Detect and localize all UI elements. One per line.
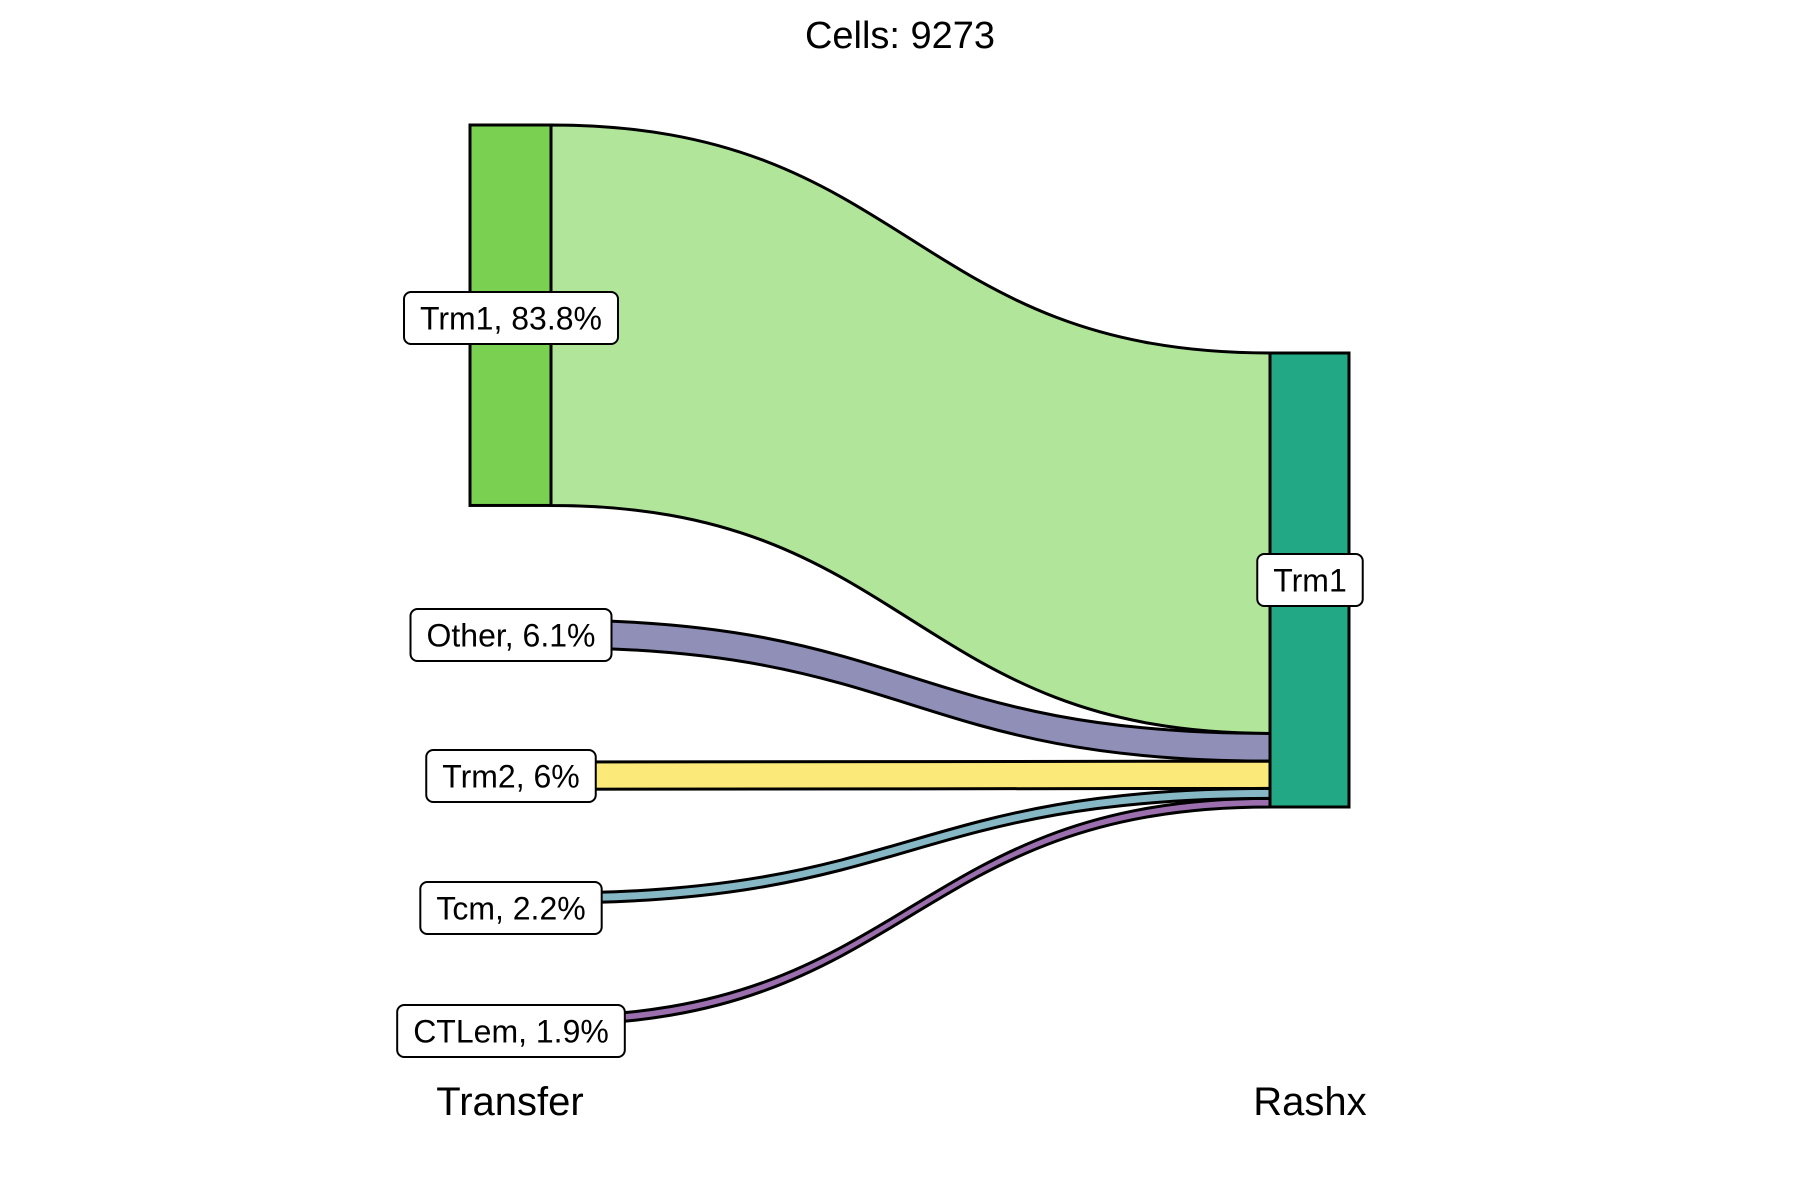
label-other-box [409,608,613,662]
label-ctlem: CTLem, 1.9% [396,1004,626,1058]
label-trm2-text: Trm2, 6% [442,759,580,795]
label-trm2-box [425,749,597,803]
labels: Trm1, 83.8% Other, 6.1% Trm2, 6% Tcm, 2.2% C… [396,291,1364,1058]
label-right-trm1: Trm1 [1256,553,1364,607]
label-trm1-text: Trm1, 83.8% [420,301,602,337]
label-other: Other, 6.1% [409,608,613,662]
axis-label-rashx: Rashx [1253,1080,1366,1124]
label-tcm: Tcm, 2.2% [419,881,603,935]
label-right-trm1-box [1256,553,1364,607]
label-ctlem-text: CTLem, 1.9% [413,1014,609,1050]
label-ctlem-box [396,1004,626,1058]
axis-label-transfer: Transfer [436,1080,583,1124]
chart-title: Cells: 9273 [805,15,995,57]
label-right-trm1-text: Trm1 [1273,563,1346,599]
label-tcm-box [419,881,603,935]
flow-trm2-to-trm1 [549,759,1272,791]
flows [549,123,1272,1027]
label-tcm-text: Tcm, 2.2% [436,891,585,927]
label-trm1-box [403,291,619,345]
label-trm2: Trm2, 6% [425,749,597,803]
label-trm1: Trm1, 83.8% [403,291,619,345]
label-other-text: Other, 6.1% [427,618,596,654]
flow-ctlem-to-trm1 [549,796,1272,1027]
